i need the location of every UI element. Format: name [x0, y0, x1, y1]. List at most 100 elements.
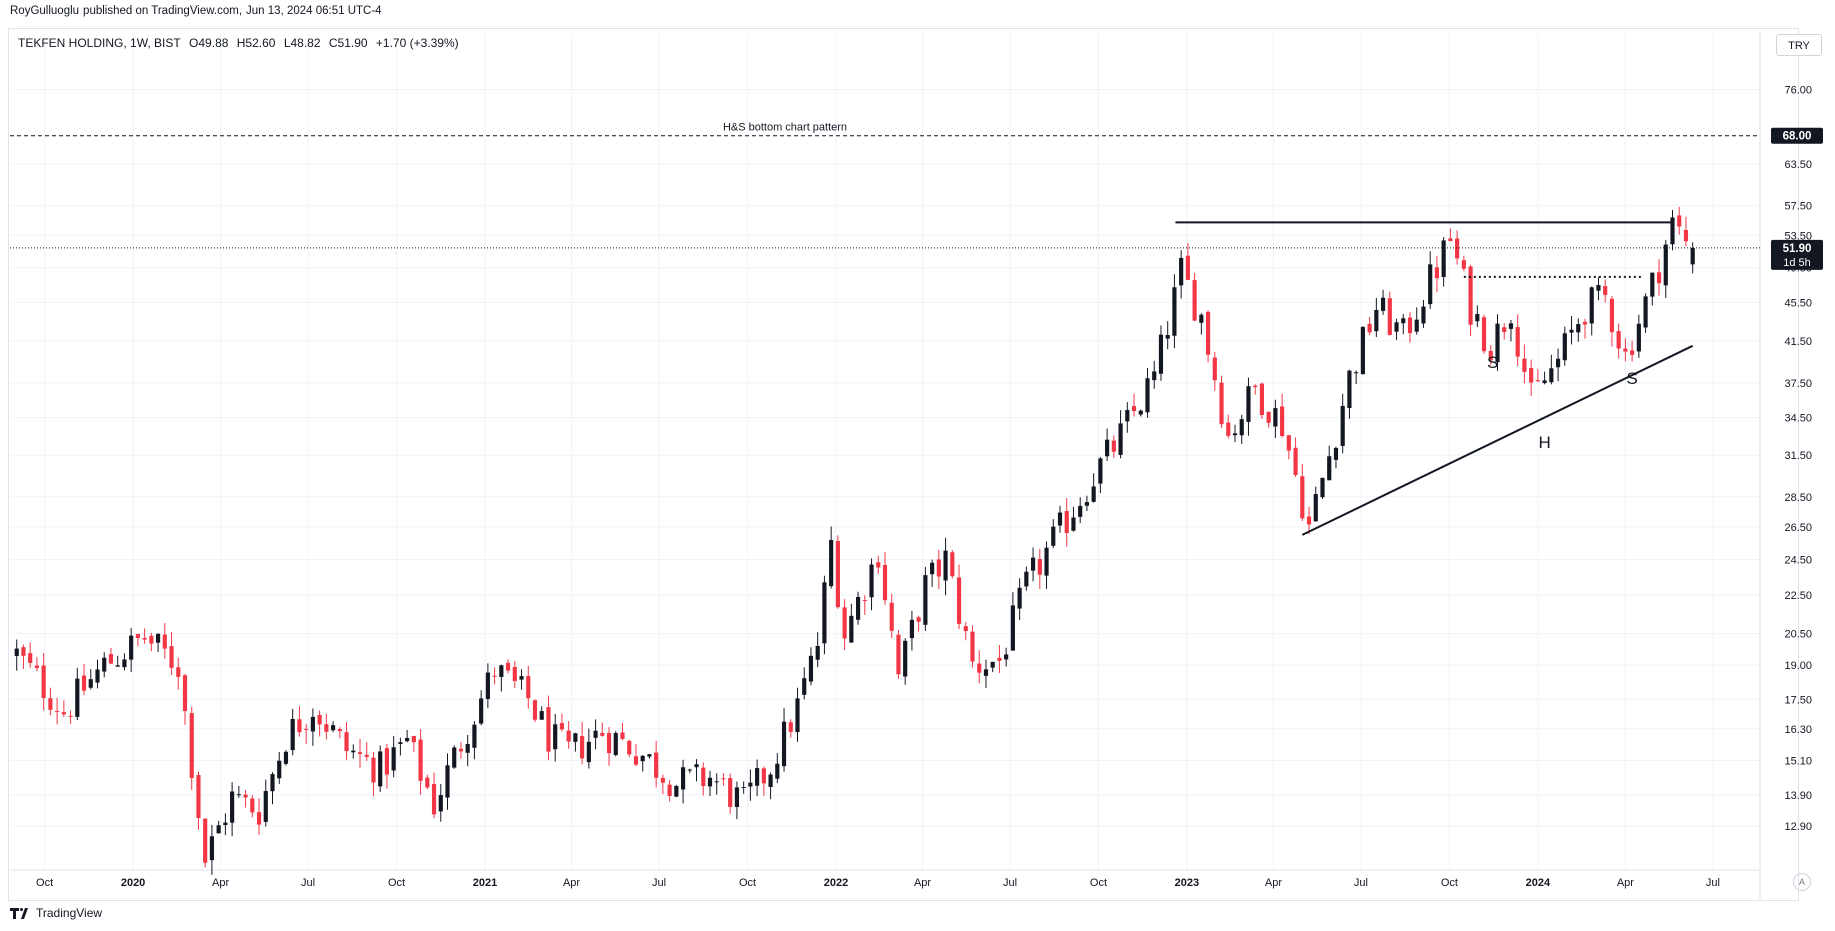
candle-body	[539, 711, 544, 720]
candle-body	[1407, 317, 1413, 334]
y-tick-label: 31.50	[1784, 450, 1812, 462]
candle-body	[351, 750, 356, 753]
y-tick-label: 13.90	[1784, 790, 1812, 802]
x-tick-label: 2022	[824, 877, 848, 889]
candle-body	[95, 669, 100, 683]
candle-body	[990, 661, 995, 668]
candle-body	[849, 615, 854, 643]
candle-body	[1179, 257, 1184, 286]
candle-body	[250, 798, 255, 813]
candle-body	[1401, 318, 1406, 324]
candle-body	[1004, 654, 1009, 660]
candle-body	[1670, 217, 1675, 245]
candle-body	[472, 724, 477, 748]
candle-body	[1380, 297, 1386, 311]
candle-body	[324, 724, 329, 732]
candle-body	[223, 822, 228, 826]
candle-body	[983, 669, 989, 676]
target-line-label: H&S bottom chart pattern	[723, 122, 847, 134]
candle-body	[236, 794, 241, 796]
tradingview-logo[interactable]: TradingView	[10, 906, 102, 920]
candle-body	[425, 777, 430, 788]
candle-body	[654, 752, 659, 778]
candle-body	[1340, 405, 1345, 446]
candle-body	[1481, 317, 1487, 352]
currency-button[interactable]: TRY	[1776, 34, 1822, 56]
candle-body	[61, 712, 66, 715]
candle-body	[963, 626, 968, 632]
candle-body	[169, 646, 174, 668]
chart-frame	[8, 28, 1799, 901]
candle-body	[714, 781, 719, 783]
candle-body	[1562, 333, 1567, 361]
candle-body	[1428, 264, 1433, 305]
y-tick-label: 12.90	[1784, 821, 1812, 833]
candle-body	[808, 655, 814, 682]
y-tick-label: 26.50	[1784, 522, 1812, 534]
candle-body	[14, 648, 19, 656]
candle-body	[748, 782, 753, 787]
candle-body	[1495, 323, 1500, 363]
candle-body	[122, 659, 127, 668]
candle-body	[155, 633, 161, 643]
candle-body	[903, 640, 908, 677]
candle-body	[391, 747, 396, 771]
x-tick-label: Jul	[1354, 877, 1368, 889]
candle-body	[270, 774, 275, 792]
candle-body	[1057, 512, 1063, 526]
candle-body	[438, 795, 443, 812]
candle-body	[48, 698, 53, 710]
tradingview-logo-icon	[10, 907, 32, 919]
candle-body	[1508, 323, 1514, 329]
candle-body	[546, 707, 551, 752]
candle-body	[1300, 476, 1305, 519]
candle-body	[176, 667, 181, 677]
candle-body	[781, 721, 787, 767]
candle-body	[1367, 323, 1372, 333]
candle-body	[660, 777, 665, 783]
candle-body	[1232, 433, 1238, 436]
candle-body	[1105, 439, 1110, 457]
published-line: RoyGulluoglu published on TradingView.com…	[10, 5, 386, 17]
x-tick-label: 2020	[121, 877, 145, 889]
x-tick-label: Apr	[914, 877, 931, 889]
candle-body	[1226, 422, 1231, 436]
y-tick-label: 28.50	[1784, 492, 1812, 504]
candle-body	[775, 763, 780, 779]
y-tick-label: 63.50	[1784, 159, 1812, 171]
published-text: published on TradingView.com,	[83, 5, 243, 17]
candle-body	[553, 724, 558, 750]
candle-body	[1555, 358, 1561, 368]
candle-body	[707, 777, 713, 787]
tradingview-logo-text: TradingView	[36, 906, 103, 920]
author-name[interactable]: RoyGulluoglu	[10, 5, 80, 17]
candle-body	[1320, 477, 1325, 498]
candle-body	[492, 675, 497, 677]
candle-body	[330, 725, 336, 731]
y-tick-label: 22.50	[1784, 590, 1812, 602]
auto-scale-button[interactable]: A	[1793, 873, 1811, 891]
candle-body	[1387, 298, 1392, 335]
candle-body	[1030, 557, 1036, 571]
candle-body	[889, 602, 894, 631]
y-tick-label: 15.10	[1784, 756, 1812, 768]
candle-body	[1152, 371, 1157, 381]
candle-body	[701, 767, 706, 787]
x-tick-label: Apr	[212, 877, 229, 889]
candle-body	[142, 637, 147, 640]
candle-body	[728, 778, 733, 807]
candle-body	[950, 552, 955, 577]
pattern-label: H	[1538, 433, 1550, 452]
x-tick-label: Jul	[1706, 877, 1720, 889]
candle-body	[1461, 260, 1466, 269]
x-tick-label: Jul	[1003, 877, 1017, 889]
price-tag-label: 68.00	[1783, 131, 1812, 143]
candle-body	[1609, 298, 1615, 333]
candle-body	[1630, 350, 1635, 355]
candle-body	[1293, 447, 1298, 475]
x-tick-label: Apr	[563, 877, 580, 889]
candle-body	[755, 768, 760, 786]
candle-body	[1024, 571, 1029, 587]
candle-body	[1421, 306, 1426, 324]
